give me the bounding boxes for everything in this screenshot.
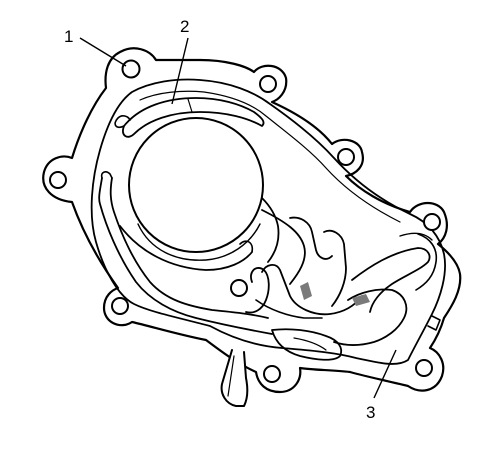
right-channel xyxy=(351,247,431,313)
right-passage-upper xyxy=(289,216,333,260)
bolt-hole xyxy=(49,171,67,189)
right-passage-hook xyxy=(323,229,347,307)
bolt-hole xyxy=(337,148,355,166)
crescent-hook xyxy=(114,115,131,129)
right-channel-tab xyxy=(415,233,438,291)
bolt-hole xyxy=(111,297,129,315)
bolt-hole xyxy=(230,279,248,297)
callout-1: 1 xyxy=(64,27,73,46)
gasket-edge-line xyxy=(139,90,401,223)
lower-chamber-inner xyxy=(293,337,327,351)
leader-line-1 xyxy=(79,37,127,67)
right-channel-lower xyxy=(333,288,408,346)
crescent-gallery xyxy=(122,97,265,138)
leader-line-2 xyxy=(171,37,189,105)
lower-arc-passage xyxy=(119,225,253,271)
left-passage xyxy=(98,177,273,335)
right-channel-edge xyxy=(399,232,433,241)
bolt-hole xyxy=(263,365,281,383)
right-rib-2 xyxy=(261,209,306,285)
housing-outer-outline xyxy=(42,47,462,394)
bolt-hole xyxy=(121,59,141,79)
left-passage-tip xyxy=(100,171,113,179)
shaded-rib xyxy=(300,282,312,300)
bolt-holes xyxy=(49,59,441,383)
callout-2: 2 xyxy=(180,17,189,36)
drain-spout xyxy=(220,349,249,407)
inner-loop xyxy=(245,267,270,314)
leader-line-3 xyxy=(373,349,397,399)
lower-arc-hook xyxy=(239,240,254,253)
lower-chamber xyxy=(271,328,343,361)
bolt-hole xyxy=(415,359,433,377)
inner-slot xyxy=(255,299,323,319)
right-rib-1 xyxy=(261,197,280,263)
shaded-rib xyxy=(352,294,370,306)
right-passage-lower xyxy=(261,264,363,316)
notch-right xyxy=(427,315,441,331)
callout-3: 3 xyxy=(366,403,375,422)
bolt-hole xyxy=(423,213,441,231)
gasket-inner-outline xyxy=(90,78,446,365)
bolt-hole xyxy=(259,75,277,93)
main-bore xyxy=(128,117,264,253)
